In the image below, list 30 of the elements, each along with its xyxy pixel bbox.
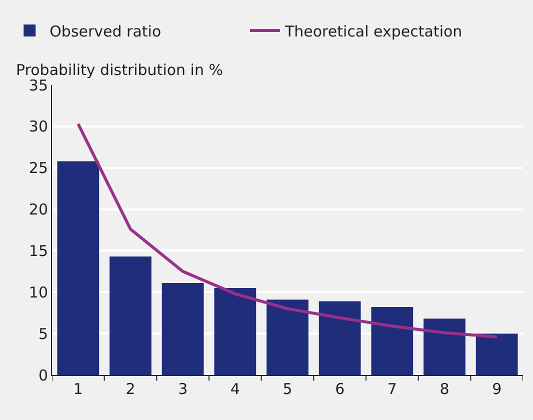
bar bbox=[266, 300, 308, 375]
bar bbox=[371, 307, 414, 375]
x-tick-label: 6 bbox=[335, 380, 345, 398]
y-tick-label: 20 bbox=[28, 200, 48, 219]
y-tick-label: 5 bbox=[38, 324, 48, 343]
bar bbox=[214, 288, 256, 375]
line-series bbox=[76, 122, 498, 338]
x-tick-label: 7 bbox=[387, 380, 397, 398]
x-tick-label: 1 bbox=[73, 380, 83, 398]
y-tick-label: 30 bbox=[28, 118, 48, 136]
bar bbox=[110, 256, 152, 375]
y-tick-label: 10 bbox=[28, 283, 48, 302]
bar bbox=[57, 161, 100, 375]
x-tick-label: 5 bbox=[282, 380, 292, 398]
y-axis-title: Probability distribution in % bbox=[16, 61, 224, 79]
bar bbox=[162, 283, 204, 375]
y-tick-label: 25 bbox=[28, 159, 48, 178]
legend-label: Observed ratio bbox=[50, 22, 162, 40]
bar bbox=[424, 318, 466, 375]
y-tick-label: 0 bbox=[38, 366, 48, 384]
legend-label: Theoretical expectation bbox=[284, 22, 462, 40]
y-tick-label: 15 bbox=[28, 242, 48, 260]
x-tick-label: 8 bbox=[440, 380, 450, 398]
bar bbox=[318, 301, 361, 375]
y-tick-label: 35 bbox=[28, 76, 48, 94]
x-tick-label: 9 bbox=[492, 380, 502, 398]
x-tick-label: 2 bbox=[126, 380, 136, 398]
x-tick-label: 4 bbox=[230, 380, 240, 398]
bar bbox=[476, 334, 518, 375]
x-tick-label: 3 bbox=[178, 380, 188, 398]
